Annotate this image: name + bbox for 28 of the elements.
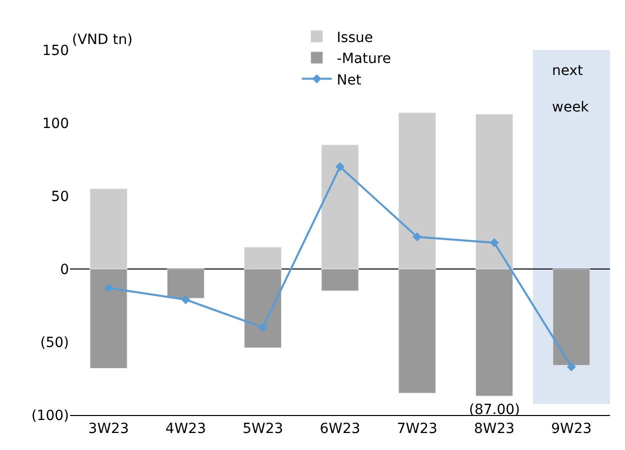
y-tick-label: 100 <box>42 116 69 132</box>
y-tick-label: 50 <box>51 188 69 205</box>
point <box>258 322 268 332</box>
point <box>412 232 422 242</box>
x-tick-label: 7W23 <box>396 420 438 437</box>
x-tick-label: 5W23 <box>242 420 284 437</box>
text: next week <box>552 63 589 116</box>
y-tick-label: (100) <box>31 408 69 424</box>
bar <box>166 268 204 298</box>
x-tick-label: 4W23 <box>165 420 206 437</box>
x-tick-label: 6W23 <box>320 420 360 437</box>
legend-label: Net <box>336 72 362 88</box>
point <box>181 295 190 304</box>
x-tick-label: 8W23 <box>474 420 515 437</box>
point <box>566 362 576 372</box>
legend-label: Issue <box>336 30 374 46</box>
y-axis-title: (VND tn) <box>72 32 133 48</box>
x-tick-label: 3W23 <box>88 420 129 437</box>
point <box>104 283 114 293</box>
point <box>490 238 499 248</box>
legend-label: -Mature <box>336 51 391 68</box>
y-tick-label: (50) <box>40 334 69 351</box>
y-tick-label: 0 <box>60 262 69 278</box>
x-tick-label: 9W23 <box>551 420 592 437</box>
bar <box>552 268 590 366</box>
point <box>335 162 345 172</box>
y-tick-label: 150 <box>42 42 69 59</box>
annotation: (87.00) <box>469 402 520 418</box>
